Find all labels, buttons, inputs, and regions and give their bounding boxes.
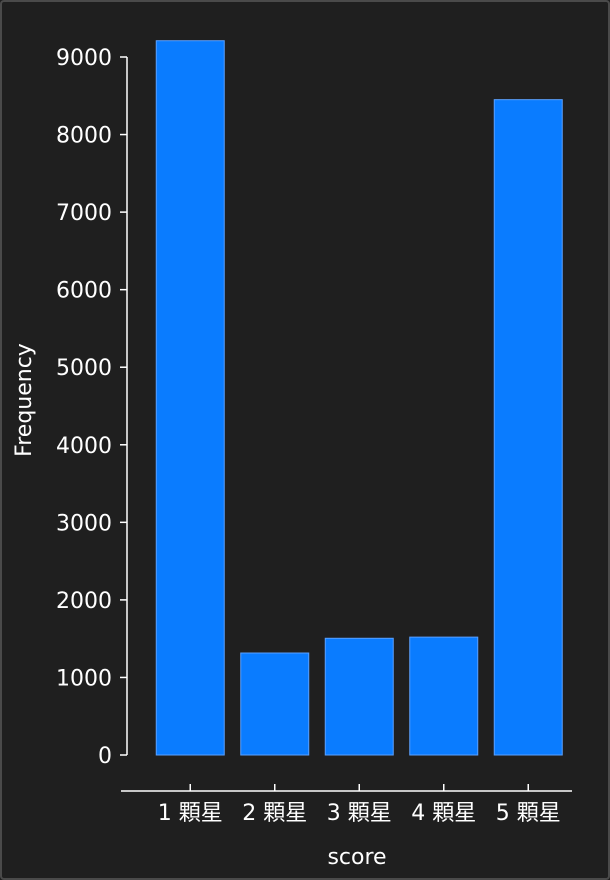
y-tick-label: 7000 bbox=[56, 201, 112, 226]
bar-4 bbox=[409, 636, 479, 756]
y-tick-label: 9000 bbox=[56, 46, 112, 71]
x-tick-label: 5 顆星 bbox=[496, 801, 561, 826]
y-tick-label: 4000 bbox=[56, 434, 112, 459]
x-tick-label: 4 顆星 bbox=[411, 801, 476, 826]
y-tick-label: 8000 bbox=[56, 124, 112, 149]
bars bbox=[155, 40, 563, 756]
y-tick-label: 1000 bbox=[56, 666, 112, 691]
x-tick-label: 1 顆星 bbox=[158, 801, 223, 826]
y-tick-label: 5000 bbox=[56, 356, 112, 381]
bar-5 bbox=[493, 99, 563, 756]
y-axis: 0 1000 2000 3000 4000 5000 6000 7000 8000 9000 bbox=[56, 46, 128, 769]
y-tick-label: 0 bbox=[98, 744, 112, 769]
x-tick-label: 3 顆星 bbox=[327, 801, 392, 826]
x-axis-label: score bbox=[327, 845, 386, 870]
y-tick-label: 2000 bbox=[56, 589, 112, 614]
y-tick-label: 6000 bbox=[56, 279, 112, 304]
x-axis: 1 顆星 2 顆星 3 顆星 4 顆星 5 顆星 bbox=[121, 784, 572, 826]
bar-2 bbox=[240, 652, 310, 756]
y-axis-label: Frequency bbox=[12, 343, 37, 457]
x-tick-label: 2 顆星 bbox=[242, 801, 307, 826]
bar-3 bbox=[324, 637, 394, 756]
y-tick-label: 3000 bbox=[56, 511, 112, 536]
bar-1 bbox=[155, 40, 225, 756]
